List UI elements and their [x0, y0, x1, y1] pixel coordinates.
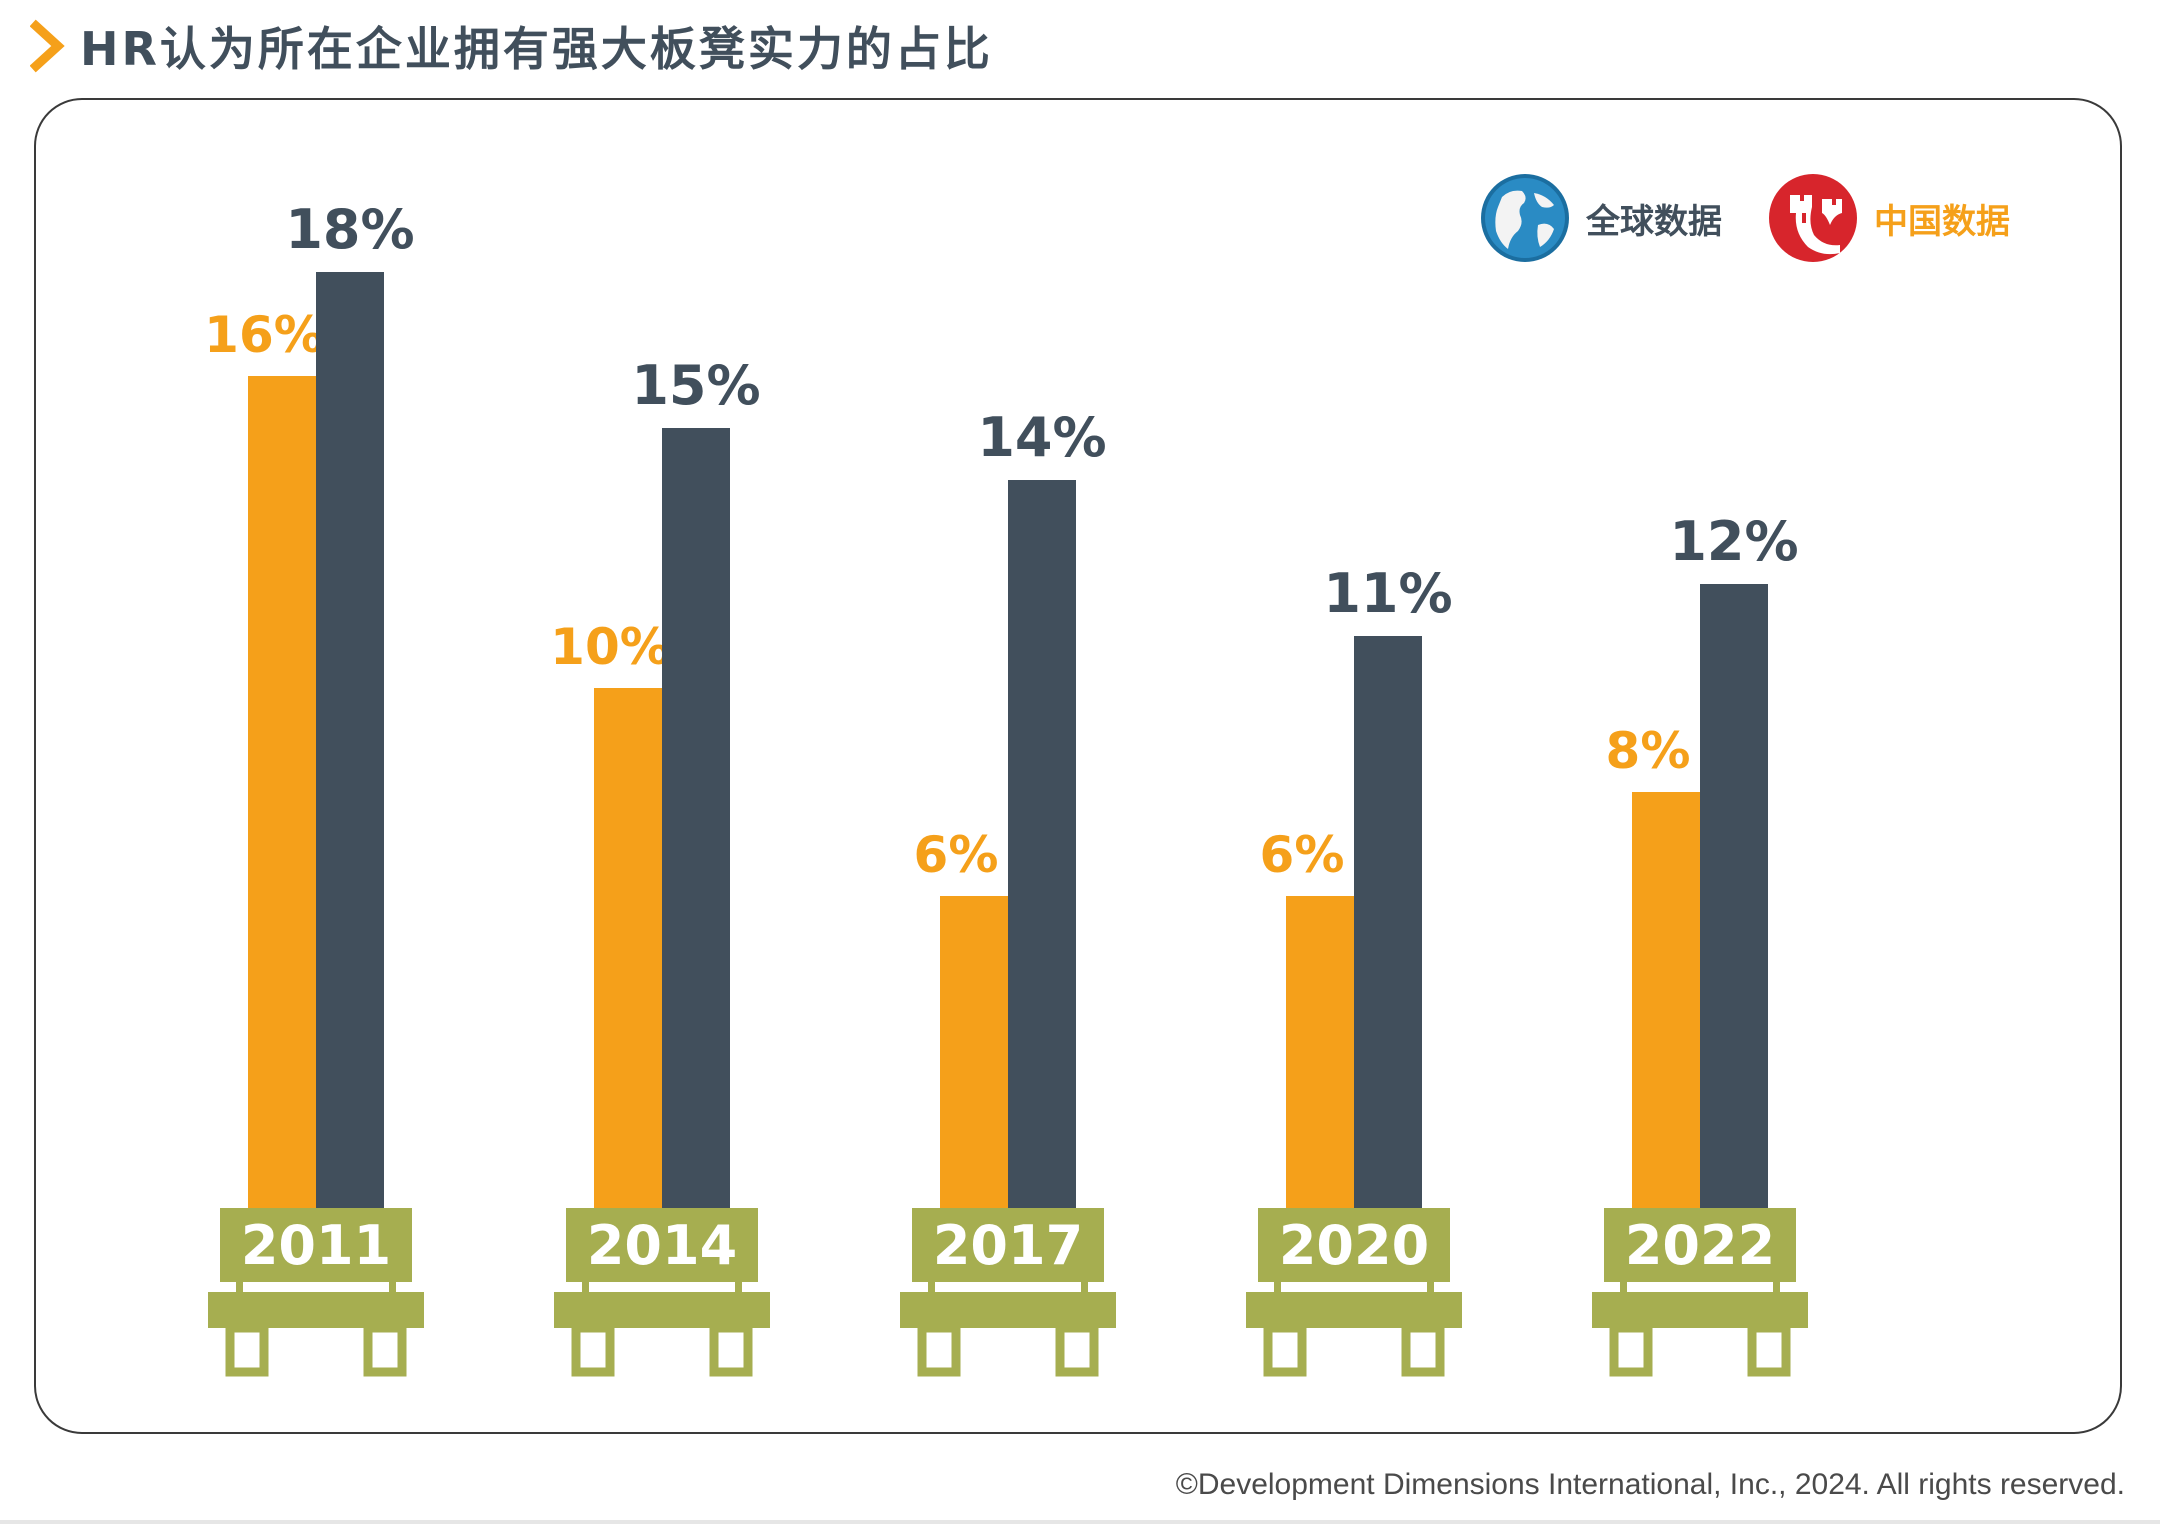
- bench-peg-left-2022: [1620, 1282, 1627, 1292]
- x-tick-label-2022: 2022: [1625, 1214, 1775, 1277]
- copyright-footer: ©Development Dimensions International, I…: [1175, 1468, 2125, 1501]
- chevron-right-icon: [30, 19, 65, 73]
- china-bar-2014: [594, 688, 662, 1208]
- bench-peg-right-2011: [389, 1282, 396, 1292]
- x-tick-label-2014: 2014: [587, 1214, 737, 1277]
- bench-seat-2011: [220, 1208, 412, 1282]
- bench-leg-left-2011: [225, 1323, 269, 1377]
- bench-leg-right-2011: [363, 1323, 407, 1377]
- global-value-label-2022: 12%: [1669, 510, 1798, 573]
- china-value-label-2017: 6%: [914, 826, 999, 884]
- bench-peg-left-2017: [928, 1282, 935, 1292]
- bench-peg-left-2020: [1274, 1282, 1281, 1292]
- global-value-label-2014: 15%: [631, 354, 760, 417]
- bench-rail-2022: [1592, 1292, 1808, 1328]
- bar-chart: 16% 18% 2011 10% 15% 2014 6% 14% 2017 6% 11% 2020 8%…: [204, 198, 1808, 1377]
- legend-global: 全球数据: [1480, 170, 1722, 266]
- bench-peg-right-2014: [735, 1282, 742, 1292]
- global-bar-2017: [1008, 480, 1076, 1208]
- bench-peg-right-2022: [1773, 1282, 1780, 1292]
- china-value-label-2014: 10%: [550, 618, 670, 676]
- global-bar-2022: [1700, 584, 1768, 1208]
- china-value-label-2020: 6%: [1260, 826, 1345, 884]
- legend-china-label: 中国数据: [1874, 201, 2010, 242]
- globe-icon: [1481, 174, 1569, 262]
- bench-leg-right-2014: [709, 1323, 753, 1377]
- global-value-label-2011: 18%: [285, 198, 414, 261]
- global-bar-2011: [316, 272, 384, 1208]
- china-bar-2020: [1286, 896, 1354, 1208]
- legend-china: 中国数据: [1768, 170, 2010, 266]
- bench-seat-2022: [1604, 1208, 1796, 1282]
- china-bar-2011: [248, 376, 316, 1208]
- x-tick-label-2011: 2011: [241, 1214, 391, 1277]
- bench-peg-right-2020: [1427, 1282, 1434, 1292]
- bench-rail-2017: [900, 1292, 1116, 1328]
- global-bar-2014: [662, 428, 730, 1208]
- bench-leg-right-2020: [1401, 1323, 1445, 1377]
- chart-header: HR认为所在企业拥有强大板凳实力的占比: [30, 16, 993, 76]
- great-wall-icon: [1769, 174, 1857, 262]
- bench-rail-2014: [554, 1292, 770, 1328]
- x-tick-label-2017: 2017: [933, 1214, 1083, 1277]
- bench-seat-2020: [1258, 1208, 1450, 1282]
- global-value-label-2020: 11%: [1323, 562, 1452, 625]
- china-value-label-2011: 16%: [204, 306, 324, 364]
- x-tick-label-2020: 2020: [1279, 1214, 1429, 1277]
- bench-peg-left-2011: [236, 1282, 243, 1292]
- bench-leg-left-2022: [1609, 1323, 1653, 1377]
- legend-global-label: 全球数据: [1586, 201, 1722, 242]
- bench-leg-left-2020: [1263, 1323, 1307, 1377]
- chart-title: HR认为所在企业拥有强大板凳实力的占比: [80, 22, 993, 76]
- bench-leg-right-2022: [1747, 1323, 1791, 1377]
- bottom-divider: [0, 1520, 2160, 1524]
- global-bar-2020: [1354, 636, 1422, 1208]
- china-value-label-2022: 8%: [1606, 722, 1691, 780]
- bench-rail-2011: [208, 1292, 424, 1328]
- chart-frame: [34, 98, 2122, 1434]
- bench-leg-right-2017: [1055, 1323, 1099, 1377]
- global-value-label-2017: 14%: [977, 406, 1106, 469]
- bench-leg-left-2014: [571, 1323, 615, 1377]
- bench-peg-left-2014: [582, 1282, 589, 1292]
- bench-leg-left-2017: [917, 1323, 961, 1377]
- bench-peg-right-2017: [1081, 1282, 1088, 1292]
- bench-seat-2017: [912, 1208, 1104, 1282]
- bench-rail-2020: [1246, 1292, 1462, 1328]
- china-bar-2017: [940, 896, 1008, 1208]
- china-bar-2022: [1632, 792, 1700, 1208]
- bench-seat-2014: [566, 1208, 758, 1282]
